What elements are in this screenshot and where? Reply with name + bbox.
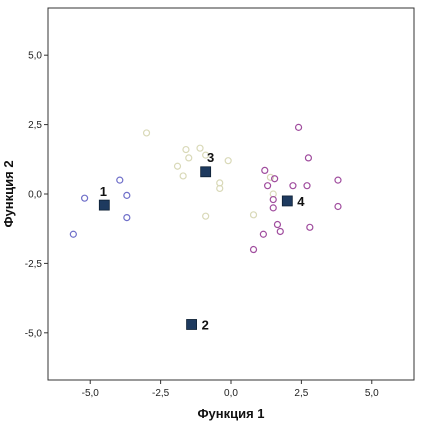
- y-axis-title: Функция 2: [1, 160, 16, 227]
- centroid-4-label: 4: [297, 194, 305, 209]
- group-2-point: [266, 173, 275, 181]
- group-2-point: [142, 129, 151, 137]
- group-3-point: [259, 230, 267, 238]
- y-tick-label: 5,0: [28, 51, 42, 62]
- centroid-3-label: 3: [207, 150, 214, 165]
- group-2-point: [179, 172, 187, 180]
- x-tick-label: 2,5: [294, 388, 308, 399]
- group-2-point: [202, 212, 210, 220]
- group-3-point: [271, 175, 279, 183]
- group-3-point: [306, 223, 314, 231]
- group-3-point: [276, 227, 284, 236]
- centroid-4-marker: [281, 195, 293, 207]
- group-2-point: [185, 154, 193, 162]
- plot-area: [47, 7, 415, 381]
- group-1-point: [69, 230, 77, 238]
- group-1-point: [123, 191, 131, 199]
- x-axis-title: Функция 1: [197, 406, 264, 421]
- y-tick-label: 0,0: [28, 190, 42, 201]
- y-tick-label: -5,0: [25, 328, 43, 339]
- group-2-point: [249, 211, 258, 219]
- x-tick-label: 0,0: [224, 388, 238, 399]
- group-3-point: [269, 204, 277, 212]
- group-2-point: [216, 184, 224, 193]
- x-tick-label: -2,5: [152, 388, 170, 399]
- centroid-3-marker: [200, 166, 212, 178]
- group-3-point: [303, 182, 311, 190]
- group-3-point: [304, 154, 313, 162]
- centroid-1-marker: [98, 199, 110, 211]
- group-points: [69, 123, 342, 254]
- group-3-point: [269, 195, 277, 204]
- group-1-point: [116, 176, 124, 184]
- group-2-point: [173, 162, 182, 170]
- group-2-point: [224, 157, 232, 165]
- group-centroids: 1 2 3 4: [98, 150, 305, 332]
- x-axis-ticks: -5,0 -2,5 0,0 2,5 5,0: [82, 380, 379, 399]
- group-3-point: [264, 182, 272, 190]
- y-tick-label: -2,5: [25, 259, 43, 270]
- group-3-point: [249, 245, 258, 254]
- group-3-point: [261, 166, 269, 175]
- group-2-point: [182, 145, 190, 154]
- y-axis-ticks: -5,0 -2,5 0,0 2,5 5,0: [25, 51, 48, 339]
- x-tick-label: -5,0: [82, 388, 100, 399]
- group-3-point: [273, 220, 282, 229]
- group-3-point: [334, 202, 342, 211]
- centroid-1-label: 1: [100, 184, 107, 199]
- y-tick-label: 2,5: [28, 120, 42, 131]
- group-3-point: [289, 182, 297, 190]
- x-tick-label: 5,0: [365, 388, 379, 399]
- group-3-point: [334, 176, 342, 184]
- group-1-point: [80, 194, 89, 202]
- group-3-point: [294, 123, 303, 131]
- centroid-2-label: 2: [202, 317, 209, 332]
- group-2-point: [196, 144, 204, 152]
- group-2-point: [202, 151, 210, 159]
- group-1-point: [123, 213, 131, 222]
- centroid-2-marker: [186, 319, 197, 330]
